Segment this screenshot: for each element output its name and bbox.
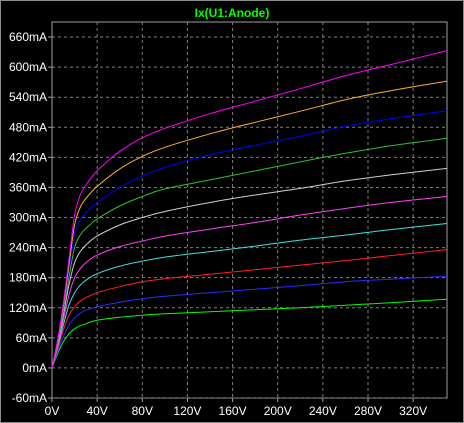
series-line-8 xyxy=(51,110,448,369)
y-tick-label: 300mA xyxy=(9,211,47,225)
axis-ticks: 0V 40V 80V 120V 160V 200V 240V 280V 320V -60mA 0mA… xyxy=(9,30,427,418)
series-line-5 xyxy=(51,196,448,369)
series-line-2 xyxy=(51,275,448,369)
y-tick-label: 660mA xyxy=(9,30,47,44)
x-tick-label: 40V xyxy=(86,404,107,418)
series-line-3 xyxy=(51,249,448,369)
y-tick-label: 0mA xyxy=(22,361,47,375)
series-line-9 xyxy=(51,80,448,368)
series-line-6 xyxy=(51,167,448,369)
x-tick-label: 200V xyxy=(264,404,292,418)
x-tick-label: 160V xyxy=(219,404,247,418)
y-tick-label: 480mA xyxy=(9,120,47,134)
series-line-1 xyxy=(51,298,448,369)
grid-lines xyxy=(52,22,447,399)
x-tick-label: 280V xyxy=(354,404,382,418)
y-tick-label: 540mA xyxy=(9,90,47,104)
y-tick-label: -60mA xyxy=(12,391,47,405)
y-tick-label: 360mA xyxy=(9,180,47,194)
plot-area xyxy=(51,21,448,399)
x-tick-label: 80V xyxy=(132,404,153,418)
y-tick-label: 240mA xyxy=(9,241,47,255)
y-tick-label: 120mA xyxy=(9,301,47,315)
x-tick-label: 0V xyxy=(45,404,60,418)
series-layer xyxy=(51,50,448,369)
y-tick-label: 420mA xyxy=(9,150,47,164)
x-tick-label: 240V xyxy=(309,404,337,418)
y-tick-label: 600mA xyxy=(9,60,47,74)
y-tick-label: 180mA xyxy=(9,271,47,285)
x-tick-label: 320V xyxy=(399,404,427,418)
series-line-7 xyxy=(51,137,448,369)
series-line-10 xyxy=(51,50,448,368)
series-line-4 xyxy=(51,223,448,369)
chart-title: Ix(U1:Anode) xyxy=(195,6,270,20)
x-tick-label: 120V xyxy=(173,404,201,418)
y-tick-label: 60mA xyxy=(16,331,47,345)
